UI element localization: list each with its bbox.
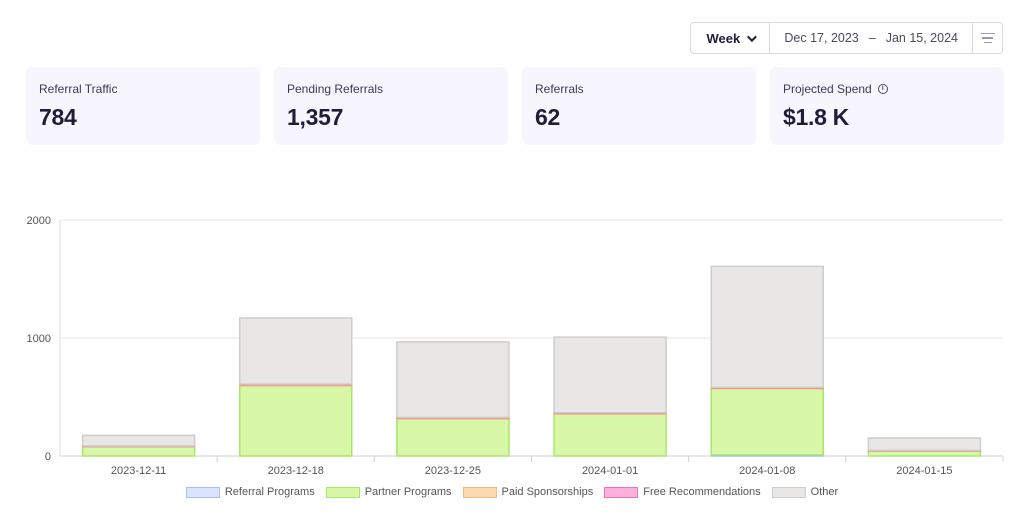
y-tick-label: 0 — [45, 451, 51, 463]
legend-swatch — [325, 486, 360, 498]
legend-label: Free Recommendations — [643, 486, 761, 498]
date-start: Dec 17, 2023 — [784, 31, 859, 45]
card-referrals: Referrals 62 — [522, 67, 756, 145]
chart-legend: Referral Programs Partner Programs Paid Sp… — [0, 486, 1024, 498]
card-label: Referral Traffic — [39, 82, 118, 96]
filter-button[interactable] — [972, 23, 1002, 53]
legend-item-other[interactable]: Other — [771, 486, 839, 498]
y-tick-label: 1000 — [27, 333, 51, 345]
legend-swatch — [185, 486, 220, 498]
x-tick-label: 2024-01-01 — [582, 465, 638, 477]
filter-icon-line — [983, 41, 992, 44]
bar-segment-partner-programs[interactable] — [239, 385, 353, 457]
card-label: Projected Spend — [783, 82, 872, 96]
bar-segment-partner-programs[interactable] — [553, 413, 667, 457]
card-projected-spend: Projected Spend i $1.8 K — [770, 67, 1004, 145]
legend-swatch — [771, 486, 806, 498]
bar-segment-other[interactable] — [396, 341, 510, 419]
x-tick-label: 2024-01-15 — [896, 465, 952, 477]
period-label: Week — [706, 30, 741, 46]
x-tick-label: 2024-01-08 — [739, 465, 795, 477]
bar-segment-other[interactable] — [867, 437, 982, 452]
bar-segment-other[interactable] — [81, 434, 196, 447]
x-tick-label: 2023-12-25 — [425, 465, 481, 477]
bar-segment-other[interactable] — [710, 265, 824, 389]
legend-label: Other — [810, 486, 839, 498]
card-referral-traffic: Referral Traffic 784 — [26, 67, 260, 145]
x-tick-label: 2023-12-18 — [268, 465, 324, 477]
legend-swatch — [462, 486, 497, 498]
legend-item-paid-sponsorships[interactable]: Paid Sponsorships — [462, 486, 594, 498]
bar-segment-partner-programs[interactable] — [81, 445, 196, 457]
legend-item-partner-programs[interactable]: Partner Programs — [325, 486, 452, 498]
filter-icon — [980, 32, 995, 35]
card-value: 784 — [39, 104, 77, 130]
legend-label: Partner Programs — [364, 486, 452, 498]
legend-swatch — [604, 486, 639, 498]
card-value: 1,357 — [287, 104, 344, 130]
info-icon[interactable]: i — [877, 84, 888, 94]
y-tick-label: 2000 — [27, 215, 51, 227]
card-label: Pending Referrals — [287, 82, 384, 96]
card-value: $1.8 K — [783, 104, 849, 130]
chevron-down-icon — [747, 31, 758, 42]
bar-segment-partner-programs[interactable] — [396, 418, 510, 457]
card-pending-referrals: Pending Referrals 1,357 — [274, 67, 508, 145]
period-dropdown[interactable]: Week — [691, 23, 771, 53]
bar-segment-partner-programs[interactable] — [710, 387, 824, 456]
bar-segment-other[interactable] — [239, 317, 353, 385]
card-label-row: Projected Spend i — [783, 82, 991, 96]
stats-cards: Referral Traffic 784 Pending Referrals 1… — [26, 67, 1004, 145]
date-toolbar: Week Dec 17, 2023 – Jan 15, 2024 — [690, 22, 1003, 54]
legend-label: Referral Programs — [224, 486, 315, 498]
bar-segment-other[interactable] — [553, 336, 667, 414]
filter-icon-line — [982, 37, 993, 39]
x-tick-label: 2023-12-11 — [111, 465, 166, 477]
legend-label: Paid Sponsorships — [501, 486, 594, 498]
date-range-picker[interactable]: Dec 17, 2023 – Jan 15, 2024 — [770, 23, 972, 53]
date-end: Jan 15, 2024 — [885, 31, 958, 45]
date-separator: – — [868, 31, 876, 45]
legend-item-free-recommendations[interactable]: Free Recommendations — [604, 486, 761, 498]
card-label: Referrals — [535, 82, 584, 96]
card-value: 62 — [535, 104, 560, 130]
legend-item-referral-programs[interactable]: Referral Programs — [185, 486, 315, 498]
stacked-bar-chart: 0 1000 2000 2023-12-11 2023-12-18 2023-12-25 2… — [27, 215, 1004, 477]
